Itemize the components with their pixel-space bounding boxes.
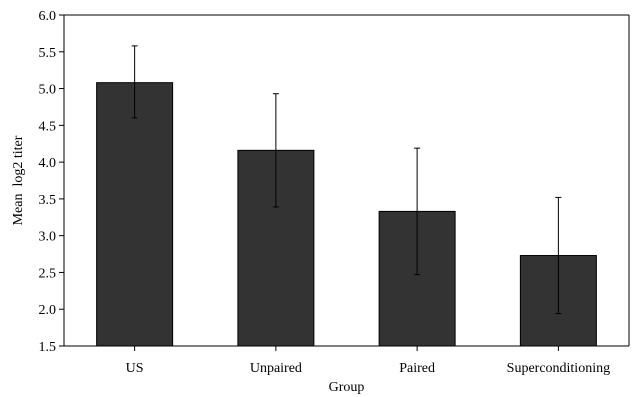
y-tick-label: 3.5 [39, 193, 57, 208]
x-category-label: Paired [399, 361, 435, 376]
y-tick-label: 1.5 [39, 340, 57, 355]
y-axis-title: Mean log2 titer [11, 135, 26, 225]
error-bar-superconditioning [555, 196, 562, 315]
y-axis-ticks: 1.5 2.0 2.5 3.0 3.5 4.0 4.5 5.0 5.5 6.0 [39, 9, 64, 355]
error-bars [131, 45, 562, 315]
y-tick-label: 6.0 [39, 9, 57, 24]
y-tick-label: 5.5 [39, 46, 57, 61]
x-axis-categories: US Unpaired Paired Superconditioning [126, 346, 610, 376]
x-category-label: US [126, 361, 144, 376]
error-bar-unpaired [272, 93, 279, 208]
bars [96, 82, 597, 347]
bar-us [96, 82, 174, 347]
error-bar-paired [414, 147, 421, 276]
y-tick-label: 4.5 [39, 119, 57, 134]
y-tick-label: 2.5 [39, 266, 57, 281]
x-category-label: Unpaired [250, 361, 302, 376]
x-axis-title: Group [329, 380, 365, 395]
y-tick-label: 3.0 [39, 230, 57, 245]
y-tick-label: 4.0 [39, 156, 57, 171]
y-tick-label: 5.0 [39, 83, 57, 98]
y-tick-label: 2.0 [39, 303, 57, 318]
x-category-label: Superconditioning [507, 361, 610, 376]
error-bar-us [131, 45, 138, 119]
